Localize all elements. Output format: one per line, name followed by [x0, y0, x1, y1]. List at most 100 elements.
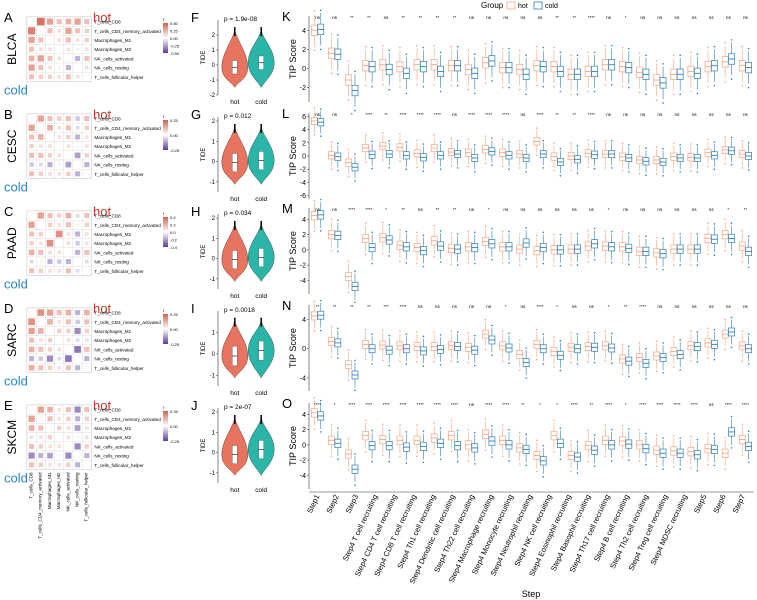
- outlier-point: [313, 330, 316, 333]
- heatmap-square: [38, 171, 43, 176]
- outlier-point: [713, 433, 716, 436]
- outlier-point: [260, 34, 263, 37]
- outlier-point: [450, 263, 453, 266]
- outlier-point: [433, 224, 435, 227]
- y-tick-label: -2: [300, 85, 306, 92]
- outlier-point: [553, 85, 555, 88]
- outlier-point: [542, 139, 545, 142]
- heatmap-square: [66, 134, 71, 140]
- outlier-point: [672, 336, 675, 338]
- heatmap-square: [75, 28, 81, 34]
- outlier-point: [484, 82, 487, 84]
- heatmap-cell: [63, 150, 74, 161]
- outlier-point: [491, 425, 493, 427]
- heatmap-square: [37, 212, 44, 219]
- outlier-point: [405, 333, 408, 335]
- significance-label: ****: [417, 112, 424, 117]
- outlier-point: [313, 428, 316, 430]
- outlier-point: [542, 262, 545, 265]
- significance-label: ns: [315, 15, 321, 20]
- outlier-point: [553, 46, 555, 49]
- heatmap-square: [38, 231, 43, 237]
- outlier-point: [260, 422, 263, 425]
- significance-label: *: [334, 402, 336, 407]
- y-axis-label: TIP Score: [288, 231, 298, 271]
- outlier-point: [260, 126, 263, 129]
- outlier-point: [741, 360, 744, 362]
- outlier-point: [730, 253, 733, 256]
- significance-label: *: [556, 402, 558, 407]
- heatmap-row-label: T_cells_follicular_helper: [94, 172, 144, 177]
- heatmap-square: [57, 425, 62, 431]
- heatmap-square: [47, 28, 53, 34]
- heatmap-square: [57, 75, 61, 79]
- heatmap-square: [29, 231, 35, 237]
- heatmap-row-label: T_cells_follicular_helper: [94, 269, 144, 274]
- outlier-point: [399, 133, 401, 135]
- outlier-point: [707, 138, 709, 141]
- heatmap-square: [84, 222, 89, 227]
- outlier-point: [593, 258, 596, 261]
- significance-label: ns: [469, 402, 475, 407]
- outlier-point: [382, 252, 384, 255]
- significance-label: ****: [588, 112, 595, 117]
- significance-label: ns: [692, 112, 698, 117]
- y-tick-label: 2: [212, 119, 216, 125]
- x-tick-label: Step5: [692, 493, 708, 515]
- outlier-point: [553, 265, 555, 267]
- outlier-point: [337, 357, 339, 360]
- heatmap-cell: [36, 317, 46, 327]
- outlier-point: [610, 167, 613, 169]
- outlier-point: [450, 419, 453, 422]
- y-tick-label: 2: [212, 410, 216, 416]
- heatmap-cell: [45, 423, 55, 433]
- outlier-point: [724, 218, 726, 221]
- outlier-point: [570, 331, 572, 334]
- colorbar-tick: 0.0: [170, 230, 176, 235]
- outlier-point: [553, 169, 555, 172]
- outlier-point: [621, 261, 624, 264]
- heatmap-square: [37, 55, 44, 62]
- outlier-point: [508, 362, 510, 365]
- heatmap-square: [37, 134, 44, 140]
- outlier-point: [508, 141, 510, 143]
- cancer-label: PAAD: [5, 227, 19, 259]
- pvalue-label: p = 2e-07: [224, 404, 252, 411]
- outlier-point: [467, 428, 470, 431]
- significance-label: ****: [639, 402, 646, 407]
- outlier-point: [628, 375, 630, 378]
- significance-label: **: [350, 15, 354, 20]
- outlier-point: [450, 138, 453, 140]
- outlier-point: [399, 360, 401, 362]
- outlier-point: [707, 327, 709, 330]
- outlier-point: [491, 41, 493, 43]
- significance-label: ns: [521, 207, 527, 212]
- heatmap-cell: [26, 210, 37, 221]
- outlier-point: [559, 90, 562, 93]
- significance-label: ns: [623, 112, 629, 117]
- significance-label: **: [453, 207, 457, 212]
- outlier-point: [662, 268, 664, 271]
- significance-label: **: [367, 304, 371, 309]
- outlier-point: [679, 171, 681, 173]
- outlier-point: [593, 227, 596, 230]
- heatmap-square: [65, 74, 71, 80]
- significance-label: **: [401, 207, 405, 212]
- outlier-point: [337, 34, 339, 36]
- significance-label: ****: [451, 402, 458, 407]
- heatmap-cell: [54, 141, 64, 152]
- outlier-point: [655, 99, 658, 101]
- outlier-point: [645, 147, 647, 149]
- heatmap-square: [84, 249, 90, 255]
- colorbar: [163, 217, 168, 247]
- heatmap-square: [38, 152, 44, 158]
- significance-label: ns: [572, 207, 578, 212]
- outlier-point: [559, 51, 562, 54]
- y-tick-label: 4: [302, 317, 306, 324]
- heatmap-col-label: T_cells_CD8: [29, 472, 34, 499]
- outlier-point: [662, 102, 664, 104]
- heatmap-square: [29, 144, 34, 149]
- outlier-point: [484, 449, 487, 451]
- outlier-point: [354, 180, 356, 182]
- heatmap-cell: [45, 132, 55, 142]
